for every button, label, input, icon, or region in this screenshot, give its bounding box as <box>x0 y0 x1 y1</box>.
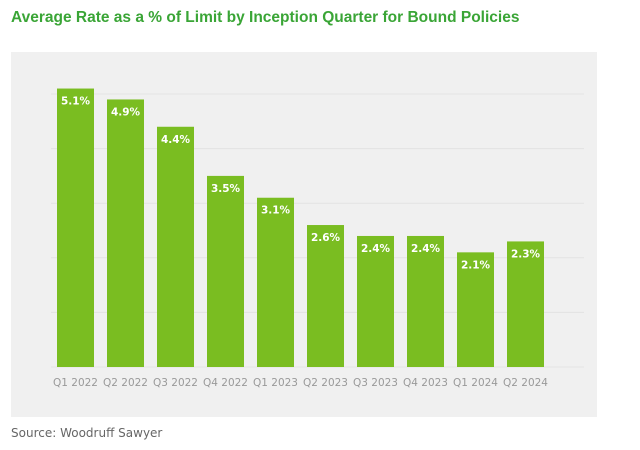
x-tick-label: Q1 2024 <box>453 377 498 389</box>
chart-title: Average Rate as a % of Limit by Inceptio… <box>11 9 520 26</box>
bar <box>457 252 494 367</box>
x-tick-label: Q1 2022 <box>53 377 98 389</box>
data-label: 2.1% <box>461 259 491 271</box>
data-label: 3.1% <box>261 205 291 217</box>
data-label: 4.9% <box>111 106 141 118</box>
data-label: 2.6% <box>311 232 341 244</box>
bar <box>507 241 544 367</box>
x-tick-label: Q3 2022 <box>153 377 198 389</box>
x-tick-label: Q1 2023 <box>253 377 298 389</box>
data-label: 5.1% <box>61 96 91 108</box>
x-tick-label: Q3 2023 <box>353 377 398 389</box>
bar <box>207 175 244 367</box>
data-label: 3.5% <box>211 183 241 195</box>
bar <box>107 99 144 368</box>
bar <box>157 126 194 367</box>
bar <box>307 225 344 367</box>
data-label: 2.4% <box>411 243 441 255</box>
x-tick-label: Q4 2023 <box>403 377 448 389</box>
x-tick-label: Q4 2022 <box>203 377 248 389</box>
data-label: 2.3% <box>511 248 541 260</box>
x-tick-label: Q2 2024 <box>503 377 548 389</box>
bar <box>57 88 94 367</box>
bar <box>257 197 294 367</box>
bar <box>407 235 444 367</box>
data-label: 4.4% <box>161 134 191 146</box>
source-note: Source: Woodruff Sawyer <box>11 426 163 440</box>
data-label: 2.4% <box>361 243 391 255</box>
x-tick-label: Q2 2023 <box>303 377 348 389</box>
x-tick-label: Q2 2022 <box>103 377 148 389</box>
bar <box>357 235 394 367</box>
